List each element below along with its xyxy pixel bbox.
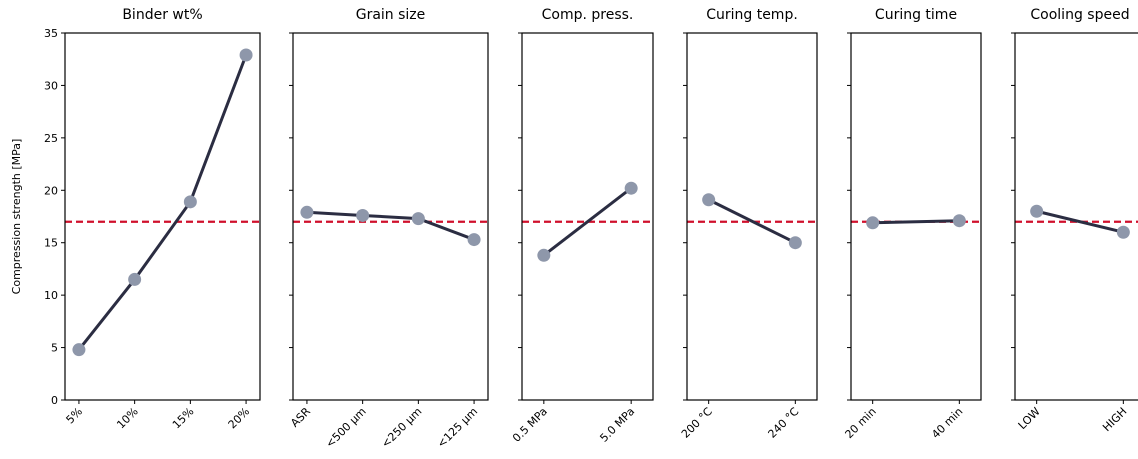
point	[624, 181, 638, 195]
point	[356, 208, 370, 222]
x-tick-label: 5%	[64, 405, 86, 427]
x-tick-label: <125 µm	[435, 405, 481, 451]
x-tick-label: <250 µm	[379, 405, 425, 451]
x-tick-label: <500 µm	[323, 405, 369, 451]
point	[72, 343, 86, 357]
x-tick-label: 20%	[226, 405, 252, 431]
panel-frame	[64, 32, 261, 401]
panel-frame	[521, 32, 654, 401]
panel-title: Grain size	[356, 7, 426, 23]
x-tick-label: HIGH	[1100, 405, 1129, 434]
effect-line	[872, 219, 960, 225]
effect-line	[708, 198, 796, 245]
x-tick-label: 10%	[114, 405, 140, 431]
point	[788, 236, 802, 250]
panel-frame	[686, 32, 818, 401]
x-tick-label: 240 °C	[766, 405, 802, 441]
point	[537, 248, 551, 262]
y-axis-label: Compression strength [MPa]	[10, 139, 23, 295]
y-tick-label: 15	[44, 237, 58, 250]
effect-line	[77, 54, 248, 351]
point	[183, 195, 197, 209]
x-tick-label: 20 min	[843, 405, 879, 441]
effect-line	[306, 210, 475, 241]
y-tick-label: 10	[44, 289, 58, 302]
panel-title: Binder wt%	[122, 7, 202, 23]
panel-title: Curing time	[875, 7, 957, 23]
effect-line	[1036, 209, 1124, 234]
point	[411, 212, 425, 226]
y-tick-label: 25	[44, 132, 58, 145]
x-tick-label: 40 min	[929, 405, 965, 441]
point	[300, 205, 314, 219]
y-tick-label: 0	[51, 394, 58, 407]
panel-title: Curing temp.	[706, 7, 798, 23]
y-tick-label: 20	[44, 184, 58, 197]
point	[128, 272, 142, 286]
point	[1030, 204, 1044, 218]
point	[239, 48, 253, 62]
effect-line	[542, 186, 633, 257]
point	[467, 233, 481, 247]
x-tick-label: 0.5 MPa	[510, 405, 550, 445]
x-tick-label: 200 °C	[679, 405, 715, 441]
x-tick-label: 15%	[170, 405, 196, 431]
panel-title: Comp. press.	[542, 7, 634, 23]
x-tick-label: LOW	[1016, 405, 1043, 432]
x-tick-label: 5.0 MPa	[597, 405, 637, 445]
point	[1116, 225, 1130, 239]
point	[866, 216, 880, 230]
panel-frame	[292, 32, 489, 401]
y-tick-label: 30	[44, 79, 58, 92]
panel-title: Cooling speed	[1030, 7, 1129, 23]
point	[952, 214, 966, 228]
y-tick-label: 5	[51, 342, 58, 355]
panel-frame	[1014, 32, 1138, 401]
point	[702, 193, 716, 207]
x-tick-label: ASR	[288, 405, 313, 430]
panel-frame	[850, 32, 982, 401]
y-tick-label: 35	[44, 27, 58, 40]
